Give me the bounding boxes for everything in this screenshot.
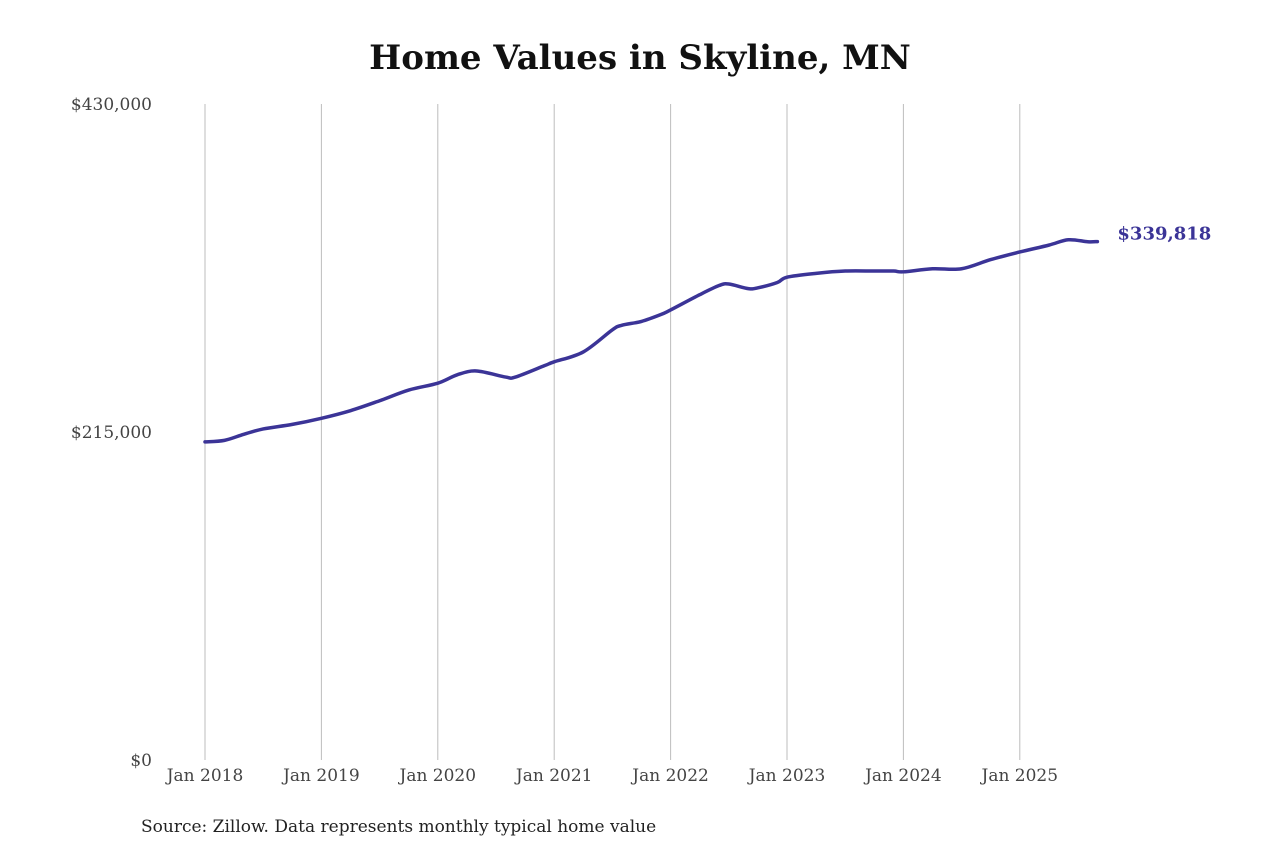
x-tick-label: Jan 2020 bbox=[398, 766, 477, 786]
gridlines bbox=[204, 104, 1021, 760]
x-tick-label: Jan 2023 bbox=[747, 766, 826, 786]
series-line bbox=[203, 237, 1100, 444]
x-tick-label: Jan 2022 bbox=[630, 766, 709, 786]
y-axis-ticks: $0 $215,000 $430,000 bbox=[71, 95, 152, 771]
chart-title: Home Values in Skyline, MN bbox=[369, 38, 911, 78]
y-tick-label: $430,000 bbox=[71, 95, 152, 115]
x-tick-label: Jan 2025 bbox=[980, 766, 1059, 786]
x-tick-label: Jan 2019 bbox=[281, 766, 360, 786]
source-note: Source: Zillow. Data represents monthly … bbox=[141, 817, 657, 837]
x-tick-label: Jan 2021 bbox=[514, 766, 593, 786]
end-value-label: $339,818 bbox=[1117, 224, 1211, 245]
x-tick-label: Jan 2024 bbox=[863, 766, 942, 786]
series-group bbox=[203, 237, 1100, 444]
x-tick-label: Jan 2018 bbox=[165, 766, 244, 786]
x-axis-ticks: Jan 2018 Jan 2019 Jan 2020 Jan 2021 Jan 2022… bbox=[165, 766, 1058, 786]
y-tick-label: $215,000 bbox=[71, 423, 152, 443]
y-tick-label: $0 bbox=[130, 751, 152, 771]
